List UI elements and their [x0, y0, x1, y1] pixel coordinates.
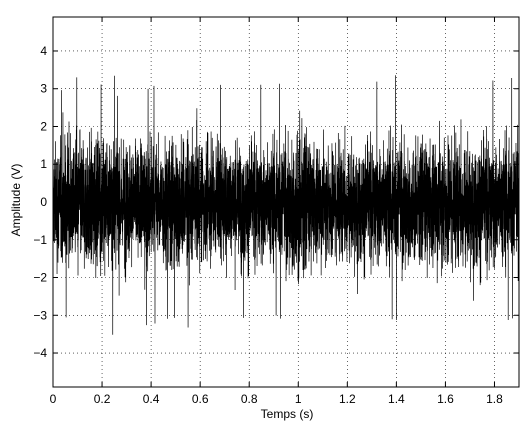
y-tick-labels: −4 −3 −2 −1 0 1 2 3 4: [33, 44, 47, 360]
y-axis-label: Amplitude (V): [9, 164, 23, 237]
y-tick-label: −1: [33, 233, 47, 247]
signal-trace: [52, 75, 520, 335]
x-tick-label: 0.2: [94, 392, 111, 406]
y-tick-label: 4: [40, 44, 47, 58]
x-tick-label: 0.4: [143, 392, 160, 406]
y-tick-label: −4: [33, 346, 47, 360]
x-tick-labels: 0 0.2 0.4 0.6 0.8 1 1.2 1.4 1.6 1.8: [50, 392, 503, 406]
x-axis-label: Temps (s): [261, 407, 314, 421]
signal-line: [52, 75, 520, 335]
x-tick-label: 1.2: [339, 392, 356, 406]
x-tick-label: 1.8: [486, 392, 503, 406]
x-tick-label: 0: [50, 392, 57, 406]
x-tick-label: 1.6: [437, 392, 454, 406]
x-tick-label: 0.6: [192, 392, 209, 406]
y-tick-label: −3: [33, 308, 47, 322]
x-tick-label: 1.4: [388, 392, 405, 406]
y-tick-label: 1: [40, 157, 47, 171]
y-tick-label: 2: [40, 119, 47, 133]
y-tick-label: −2: [33, 271, 47, 285]
y-tick-label: 0: [40, 195, 47, 209]
x-tick-label: 0.8: [241, 392, 258, 406]
y-tick-label: 3: [40, 82, 47, 96]
axis-ticks: [52, 17, 519, 387]
x-tick-label: 1: [295, 392, 302, 406]
